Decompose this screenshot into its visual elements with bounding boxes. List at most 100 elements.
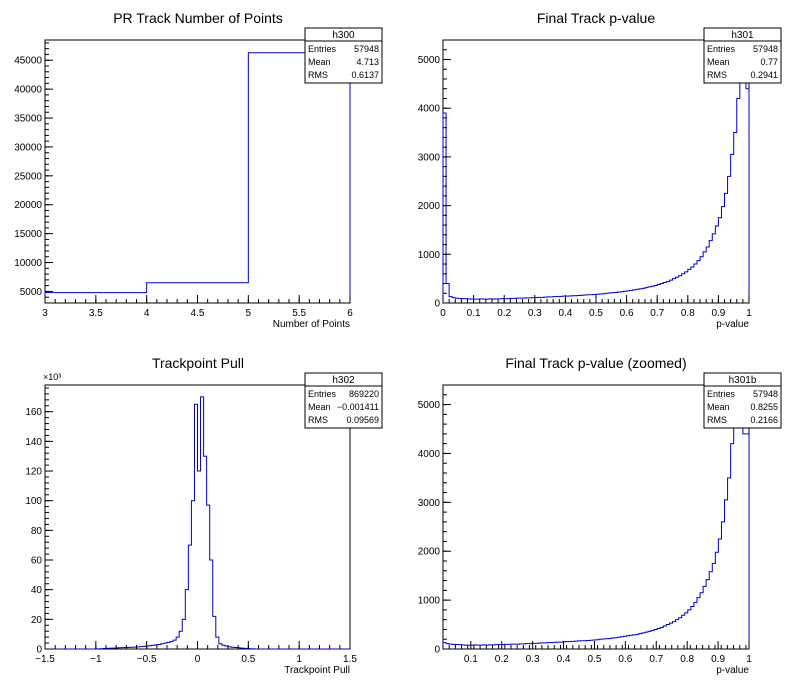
stats-name: h302 [332,375,355,386]
x-tick-label: 0.7 [650,308,664,319]
x-tick-label: 0.2 [495,654,509,665]
x-tick-label: 0.8 [680,654,694,665]
y-tick-label: 15000 [14,229,42,240]
stats-label-mean: Mean [707,402,730,412]
stats-label-rms: RMS [308,415,328,425]
x-tick-label: 0 [440,308,446,319]
y-tick-label: 140 [25,437,42,448]
x-tick-label: 0.6 [620,308,634,319]
x-tick-label: 0.9 [711,308,725,319]
stats-label-rms: RMS [707,415,727,425]
stats-box-frame [703,27,782,84]
x-tick-label: 6 [347,308,353,319]
stats-label-mean: Mean [308,402,331,412]
x-tick-label: 0.3 [528,308,542,319]
x-tick-label: 0.5 [588,654,602,665]
x-tick-label: 0.8 [681,308,695,319]
x-axis-label: Number of Points [273,319,350,330]
y-tick-label: 3000 [418,498,441,509]
x-tick-label: 4 [144,308,150,319]
stats-box-frame [703,372,782,429]
stats-name: h301b [729,375,757,386]
y-tick-label: 160 [25,407,42,418]
y-tick-label: 4000 [418,104,441,115]
x-tick-label: 3.5 [89,308,103,319]
stats-label-entries: Entries [308,389,337,399]
panel-h302: Trackpoint Pull −1.5 −1 −0.5 0 0.5 1 1.5 0 20 40 60… [25,355,383,676]
chart-title: Final Track p-value (zoomed) [505,355,686,371]
stats-value-mean: 0.77 [760,57,778,67]
x-tick-label: 5.5 [292,308,306,319]
x-tick-label: 3 [42,308,48,319]
x-tick-label: 1 [746,654,752,665]
stats-value-mean: −0.001411 [337,402,379,412]
stats-name: h301 [731,30,754,41]
stats-box: h301b Entries 57948 Mean 0.8255 RMS 0.2166 [703,372,782,429]
x-tick-label: −1 [90,654,102,665]
y-tick-label: 35000 [14,114,42,125]
stats-value-rms: 0.09569 [346,415,379,425]
x-tick-label: 0.9 [711,654,725,665]
stats-box: h302 Entries 869220 Mean −0.001411 RMS 0.09569 [304,372,383,429]
stats-value-entries: 57948 [753,389,778,399]
x-tick-label: 0.7 [649,654,663,665]
x-axis-label: p-value [716,319,749,330]
y-tick-label: 1000 [418,250,441,261]
histogram-line [45,396,350,650]
stats-box-frame [304,372,383,429]
y-tick-label: 30000 [14,142,42,153]
x-tick-label: −1.5 [35,654,55,665]
x-tick-label: 0 [195,654,201,665]
x-tick-label: 0.3 [526,654,540,665]
y-tick-label: 100 [25,496,42,507]
stats-label-rms: RMS [707,70,727,80]
plot-frame [442,384,750,650]
y-tick-label: 3000 [418,152,441,163]
stats-box: h300 Entries 57948 Mean 4.713 RMS 0.6137 [304,27,383,84]
x-tick-label: 1 [746,308,752,319]
stats-value-entries: 57948 [753,44,778,54]
chart-title: PR Track Number of Points [113,10,283,26]
stats-box-frame [304,27,383,84]
stats-label-entries: Entries [707,389,736,399]
chart-title: Final Track p-value [537,10,655,26]
stats-value-rms: 0.2166 [750,415,778,425]
histogram-line [442,49,750,303]
stats-value-mean: 0.8255 [750,402,778,412]
plot-frame [44,39,351,304]
y-tick-label: 0 [36,645,42,656]
panel-h300: PR Track Number of Points 3 3.5 4 4.5 5 5.5 6 50… [14,10,383,330]
stats-value-entries: 57948 [354,44,379,54]
plot-frame [442,39,750,304]
x-tick-label: 0.4 [558,308,572,319]
x-tick-label: 0.4 [557,654,571,665]
y-tick-label: 2000 [418,201,441,212]
x-tick-label: 1.5 [343,654,357,665]
y-tick-label: 25000 [14,171,42,182]
stats-label-mean: Mean [308,57,331,67]
x-tick-label: 0.1 [467,308,481,319]
stats-label-entries: Entries [308,44,337,54]
y-tick-label: 0 [434,645,440,656]
stats-value-entries: 869220 [349,389,379,399]
y-tick-label: 60 [31,556,43,567]
x-tick-label: −0.5 [137,654,157,665]
chart-title: Trackpoint Pull [152,355,244,371]
x-tick-label: 0.6 [618,654,632,665]
histogram-line [44,52,351,303]
stats-value-mean: 4.713 [356,57,379,67]
y-tick-label: 10000 [14,258,42,269]
stats-value-rms: 0.2941 [750,70,778,80]
y-tick-label: 1000 [418,596,441,607]
x-tick-label: 5 [246,308,252,319]
y-exponent-label: ×10³ [43,372,61,382]
y-tick-label: 5000 [20,287,43,298]
y-tick-label: 20 [31,615,43,626]
stats-label-rms: RMS [308,70,328,80]
panel-h301b: Final Track p-value (zoomed) 0.1 0.2 0.3 0.4… [418,355,782,676]
histogram-line [442,394,750,649]
y-tick-label: 120 [25,467,42,478]
x-tick-label: 0.2 [497,308,511,319]
x-axis-label: p-value [716,665,749,676]
y-tick-label: 20000 [14,200,42,211]
